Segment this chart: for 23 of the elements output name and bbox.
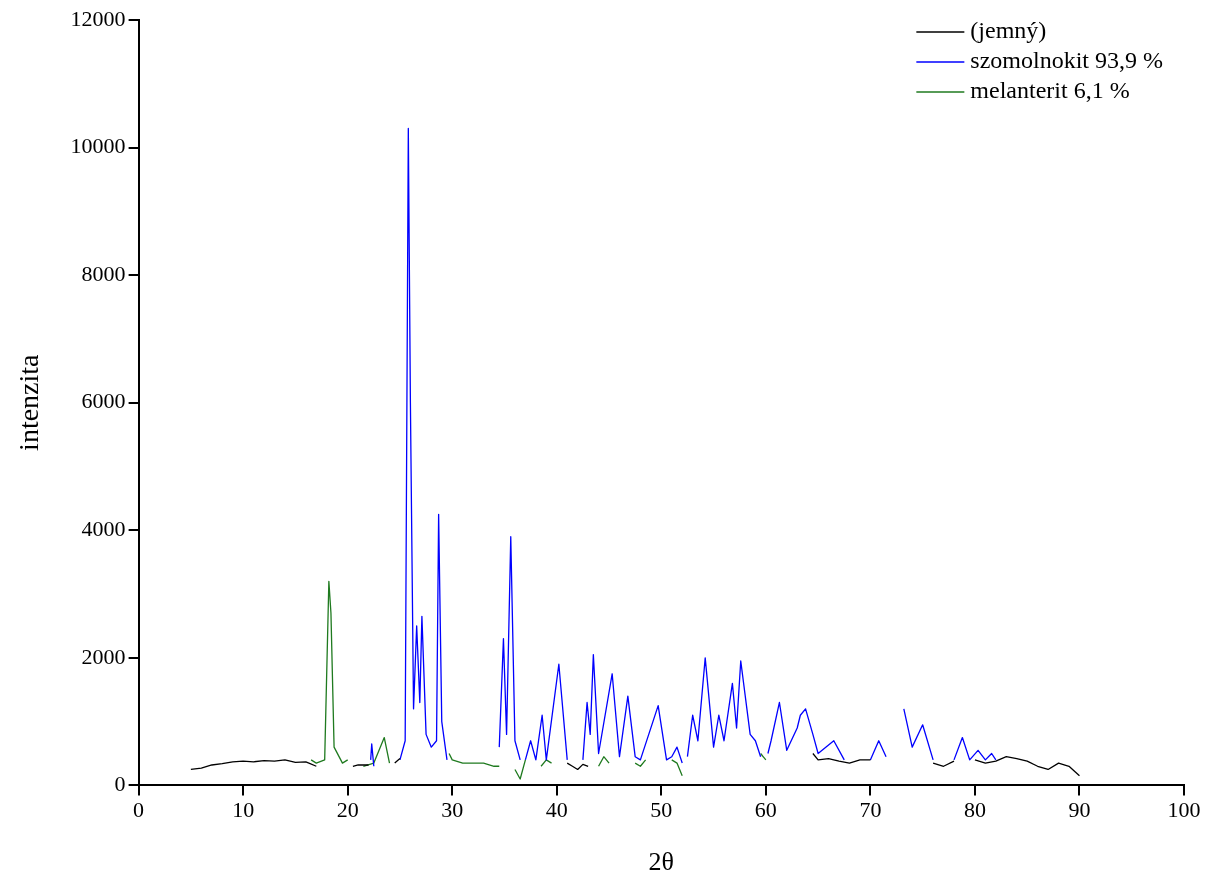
x-tick-label: 20 xyxy=(336,797,359,823)
x-tick-label: 0 xyxy=(133,797,145,823)
y-tick-label: 10000 xyxy=(70,133,126,159)
y-tick-label: 2000 xyxy=(81,643,126,669)
x-tick-label: 90 xyxy=(1068,797,1091,823)
x-tick-label: 50 xyxy=(650,797,673,823)
x-axis-title: 2θ xyxy=(648,847,675,877)
x-tick-label: 100 xyxy=(1167,797,1201,823)
y-axis-title: intenzita xyxy=(13,353,45,451)
legend-label: melanterit 6,1 % xyxy=(970,77,1130,104)
y-tick-label: 8000 xyxy=(81,260,126,286)
y-tick-label: 6000 xyxy=(81,388,126,414)
y-tick-label: 12000 xyxy=(70,5,126,31)
x-tick-label: 60 xyxy=(754,797,777,823)
x-tick-label: 10 xyxy=(232,797,255,823)
y-tick-label: 0 xyxy=(114,771,126,797)
x-tick-label: 30 xyxy=(441,797,464,823)
legend-label: szomolnokit 93,9 % xyxy=(970,47,1164,74)
x-tick-label: 80 xyxy=(963,797,986,823)
x-tick-label: 40 xyxy=(545,797,568,823)
x-tick-label: 70 xyxy=(859,797,882,823)
legend-label: (jemný) xyxy=(970,17,1047,44)
y-tick-label: 4000 xyxy=(81,516,126,542)
